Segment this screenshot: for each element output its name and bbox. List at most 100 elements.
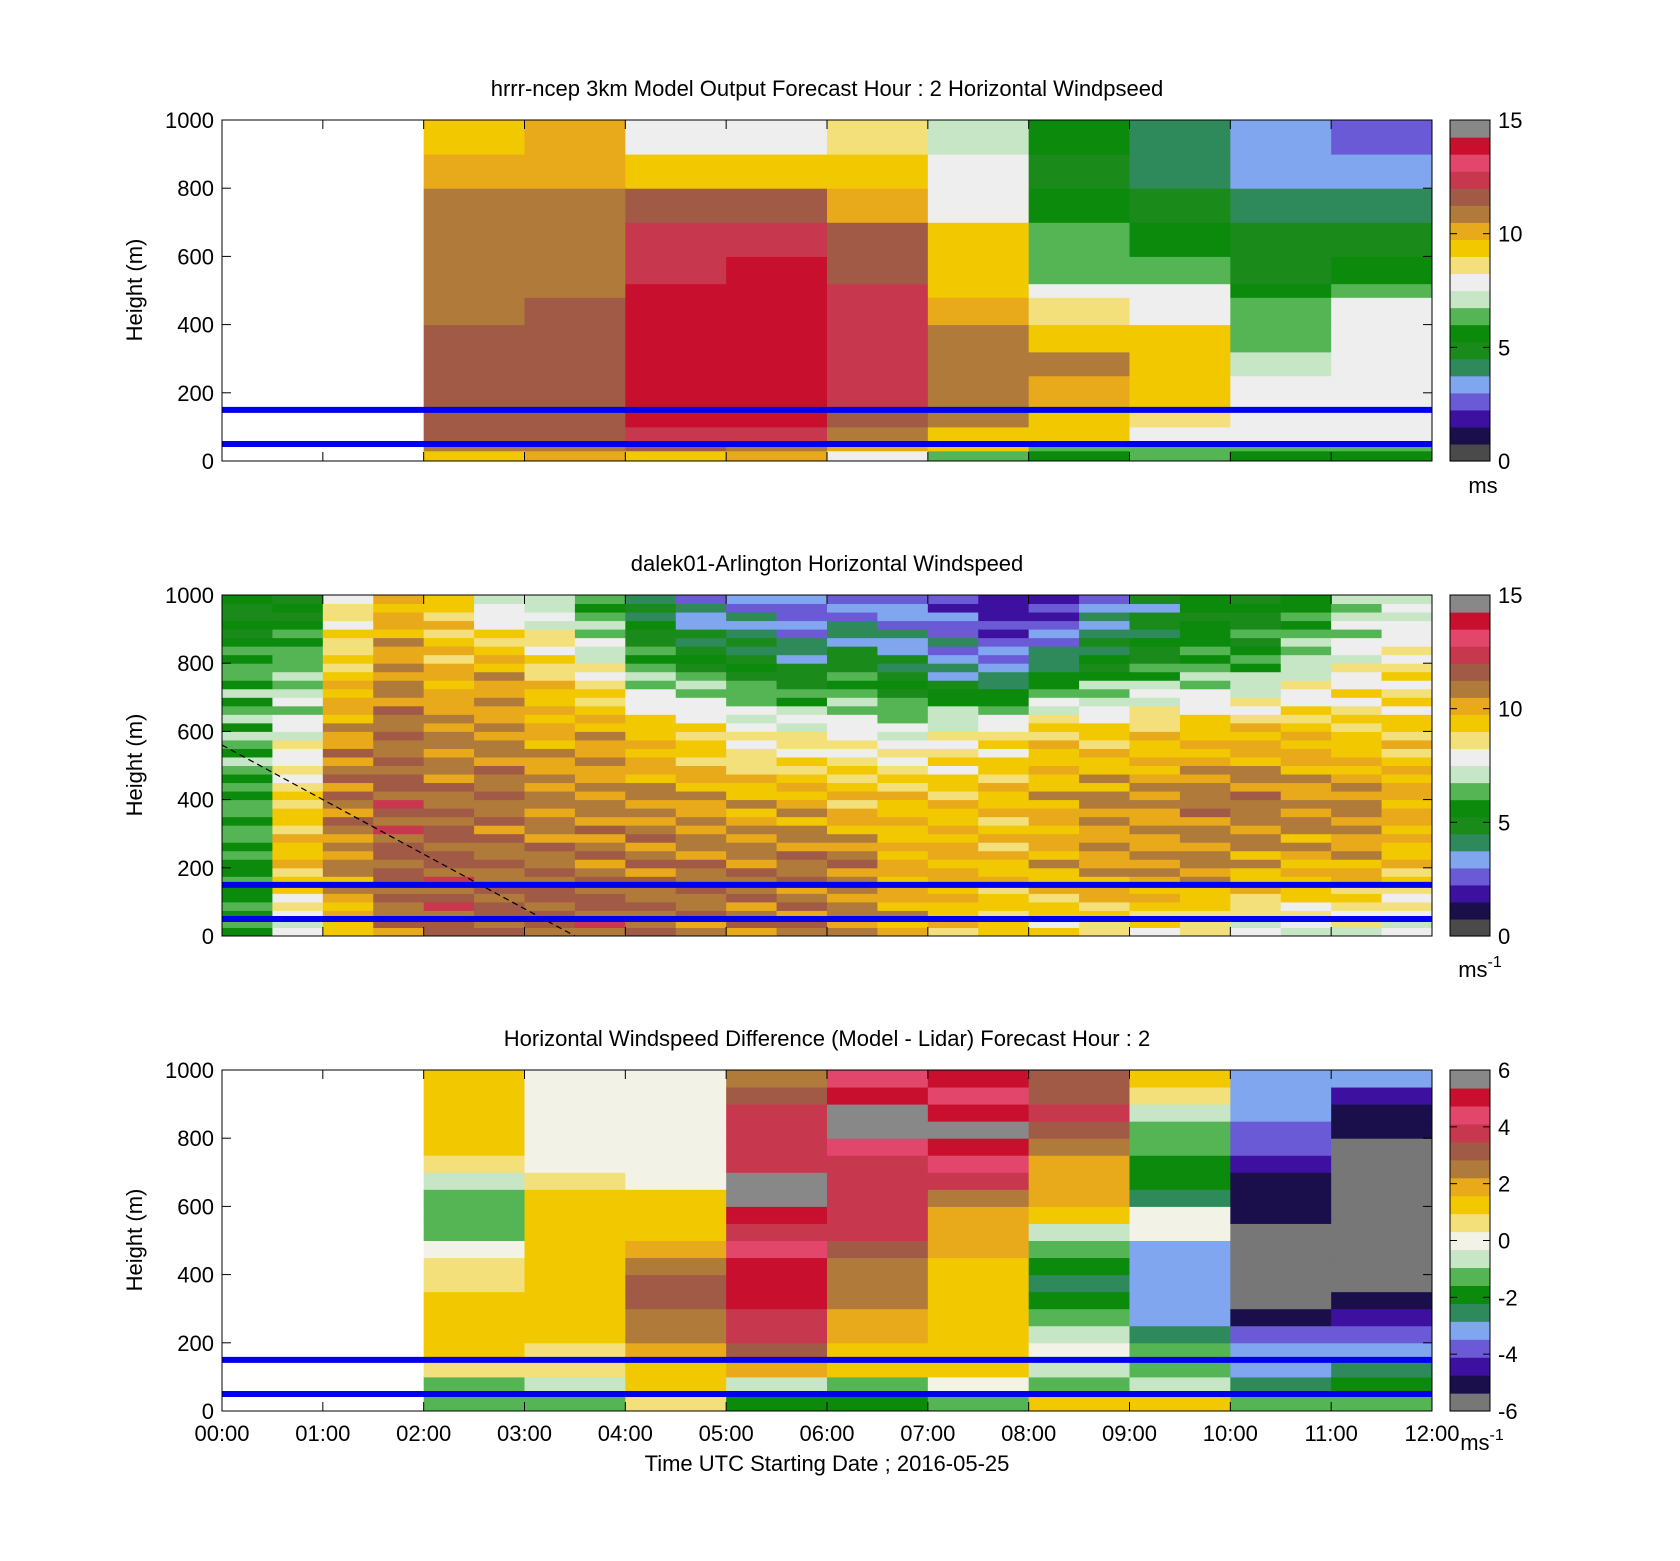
lidar-cell [1028, 910, 1080, 920]
model-cell [1230, 392, 1332, 407]
lidar-cell [272, 620, 324, 630]
lidar-cell [1028, 722, 1080, 732]
lidar-cell [574, 774, 626, 784]
diff-cell [524, 1359, 626, 1378]
diff-cell [423, 1291, 525, 1310]
model-cell [524, 392, 626, 407]
diff-cell [1028, 1257, 1130, 1276]
lidar-cell [373, 697, 425, 707]
lidar-cell [474, 697, 525, 707]
lidar-cell [222, 748, 273, 758]
lidar-cell [1230, 714, 1282, 724]
lidar-cell [322, 748, 374, 758]
lidar-cell [927, 731, 979, 741]
lidar-cell [373, 791, 425, 801]
lidar-cell [726, 612, 778, 622]
lidar-cell [574, 876, 626, 886]
model-cell [625, 283, 727, 298]
diff-cell [423, 1104, 525, 1122]
lidar-cell [978, 859, 1030, 869]
colorbar-segment [1450, 1177, 1490, 1197]
model-cell [1230, 256, 1332, 285]
diff-cell [423, 1087, 525, 1105]
diff-cell [423, 1325, 525, 1344]
lidar-cell [1331, 782, 1383, 792]
lidar-cell [827, 799, 878, 809]
lidar-cell [776, 782, 828, 792]
y-tick-label: 800 [177, 176, 214, 201]
panel-diff: Horizontal Windspeed Difference (Model -… [122, 1026, 1518, 1476]
colorbar-segment [1450, 697, 1490, 715]
lidar-cell [423, 910, 475, 920]
lidar-cell [423, 688, 475, 698]
lidar-cell [1280, 646, 1332, 656]
lidar-cell [776, 876, 828, 886]
lidar-cell [1230, 705, 1282, 715]
lidar-cell [978, 816, 1030, 826]
lidar-cell [322, 603, 374, 613]
lidar-cell [726, 825, 778, 835]
lidar-cell [877, 654, 929, 664]
lidar-cell [1331, 927, 1383, 936]
lidar-cell [1280, 825, 1332, 835]
lidar-cell [322, 910, 374, 920]
diff-cell [1230, 1359, 1332, 1378]
lidar-cell [1028, 688, 1080, 698]
colorbar-segment [1450, 1303, 1490, 1322]
lidar-cell [423, 884, 475, 894]
lidar-cell [675, 705, 727, 715]
lidar-cell [1129, 654, 1181, 664]
lidar-cell [1079, 722, 1130, 732]
diff-cell [1028, 1291, 1130, 1310]
lidar-cell [1129, 867, 1181, 877]
lidar-cell [322, 816, 374, 826]
y-tick-label: 200 [177, 1331, 214, 1356]
lidar-cell [272, 731, 324, 741]
lidar-cell [1028, 859, 1080, 869]
lidar-cell [574, 927, 626, 936]
lidar-cell [726, 893, 778, 903]
lidar-cell [726, 816, 778, 826]
lidar-cell [877, 595, 929, 605]
lidar-cell [474, 901, 525, 911]
lidar-cell [675, 612, 727, 622]
lidar-cell [1331, 910, 1383, 920]
model-cell [1028, 426, 1130, 442]
lidar-cell [373, 799, 425, 809]
lidar-cell [322, 850, 374, 860]
diff-cell [423, 1308, 525, 1327]
lidar-cell [827, 791, 878, 801]
lidar-cell [1129, 850, 1181, 860]
lidar-cell [1129, 714, 1181, 724]
diff-cell [1028, 1070, 1130, 1088]
diff-cell [827, 1257, 929, 1276]
diff-cell [927, 1393, 1030, 1411]
lidar-cell [373, 688, 425, 698]
diff-cell [726, 1376, 828, 1395]
model-cell [726, 222, 828, 257]
y-tick-label: 1000 [165, 583, 214, 608]
lidar-cell [1230, 782, 1282, 792]
lidar-cell [272, 808, 324, 818]
lidar-cell [776, 663, 828, 673]
diff-cell [726, 1257, 828, 1276]
lidar-cell [1129, 637, 1181, 647]
model-cell [1331, 375, 1432, 394]
diff-cell [927, 1172, 1030, 1190]
diff-cell [726, 1274, 828, 1293]
model-cell [423, 450, 525, 461]
lidar-cell [978, 637, 1030, 647]
lidar-cell [877, 680, 929, 690]
colorbar-segment [1450, 256, 1490, 275]
lidar-cell [1280, 782, 1332, 792]
lidar-cell [625, 671, 677, 681]
lidar-cell [978, 705, 1030, 715]
lidar-cell [1028, 697, 1080, 707]
model-cell [1331, 120, 1432, 155]
lidar-cell [1280, 654, 1332, 664]
lidar-cell [1129, 680, 1181, 690]
lidar-cell [726, 850, 778, 860]
diff-cell [827, 1274, 929, 1293]
lidar-cell [978, 595, 1030, 605]
